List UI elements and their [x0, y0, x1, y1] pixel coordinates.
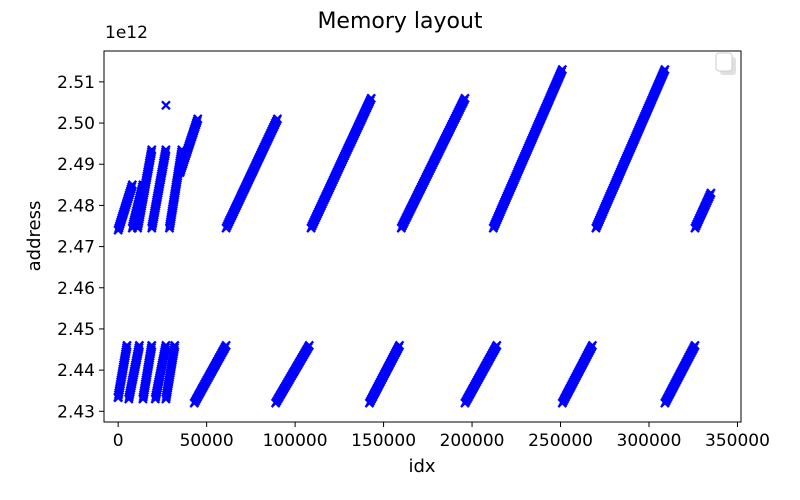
data-point [192, 114, 203, 124]
data-point [460, 93, 470, 104]
x-tick-label: 0 [113, 431, 124, 451]
data-point [169, 340, 180, 351]
data-point [121, 342, 132, 353]
legend-box [715, 52, 736, 75]
x-axis-ticks: 0 50000 100000 150000 200000 250000 300000 3500… [113, 422, 770, 451]
data-point [160, 342, 171, 353]
y-axis-label: address [24, 201, 45, 272]
x-tick-label: 250000 [528, 431, 593, 451]
data-point [113, 392, 123, 403]
data-point [304, 340, 315, 351]
x-tick-label: 200000 [440, 431, 505, 451]
data-point [272, 114, 283, 124]
data-point [146, 340, 157, 351]
y-tick-label: 2.46 [57, 279, 95, 299]
data-points [113, 64, 716, 408]
data-point [146, 145, 157, 155]
x-tick-label: 350000 [705, 431, 770, 451]
data-point [161, 145, 171, 155]
x-tick-label: 300000 [617, 431, 682, 451]
data-point [161, 100, 171, 111]
data-point [366, 93, 376, 104]
data-point [660, 64, 670, 75]
data-point [394, 340, 405, 351]
y-tick-label: 2.48 [57, 196, 95, 216]
data-point [690, 340, 700, 351]
y-axis-ticks: 2.43 2.44 2.45 2.46 2.47 2.48 2.49 2.50 2.51 [57, 73, 104, 422]
data-point [134, 340, 145, 351]
data-point [221, 340, 231, 351]
y-tick-label: 2.43 [57, 402, 95, 422]
data-point [122, 340, 132, 351]
x-tick-label: 100000 [263, 431, 328, 451]
y-tick-label: 2.50 [57, 114, 95, 134]
y-tick-label: 2.49 [57, 155, 95, 175]
y-tick-label: 2.51 [57, 73, 95, 93]
x-axis-label: idx [408, 456, 435, 477]
data-point [134, 342, 144, 353]
data-point [127, 180, 138, 190]
y-tick-label: 2.47 [57, 238, 95, 258]
data-point [557, 64, 568, 75]
data-point [587, 340, 598, 351]
y-tick-label: 2.45 [57, 320, 95, 340]
chart-title: Memory layout [317, 9, 482, 34]
data-point [161, 340, 171, 351]
x-tick-label: 50000 [180, 431, 234, 451]
data-point [146, 147, 157, 157]
y-tick-label: 2.44 [57, 361, 95, 381]
data-point [160, 147, 171, 157]
data-point [146, 342, 157, 353]
plot-area-frame [103, 50, 742, 423]
y-axis-offset-label: 1e12 [105, 23, 148, 43]
data-point [706, 188, 716, 198]
data-point [169, 342, 180, 353]
x-tick-label: 150000 [351, 431, 416, 451]
data-point [492, 340, 502, 351]
